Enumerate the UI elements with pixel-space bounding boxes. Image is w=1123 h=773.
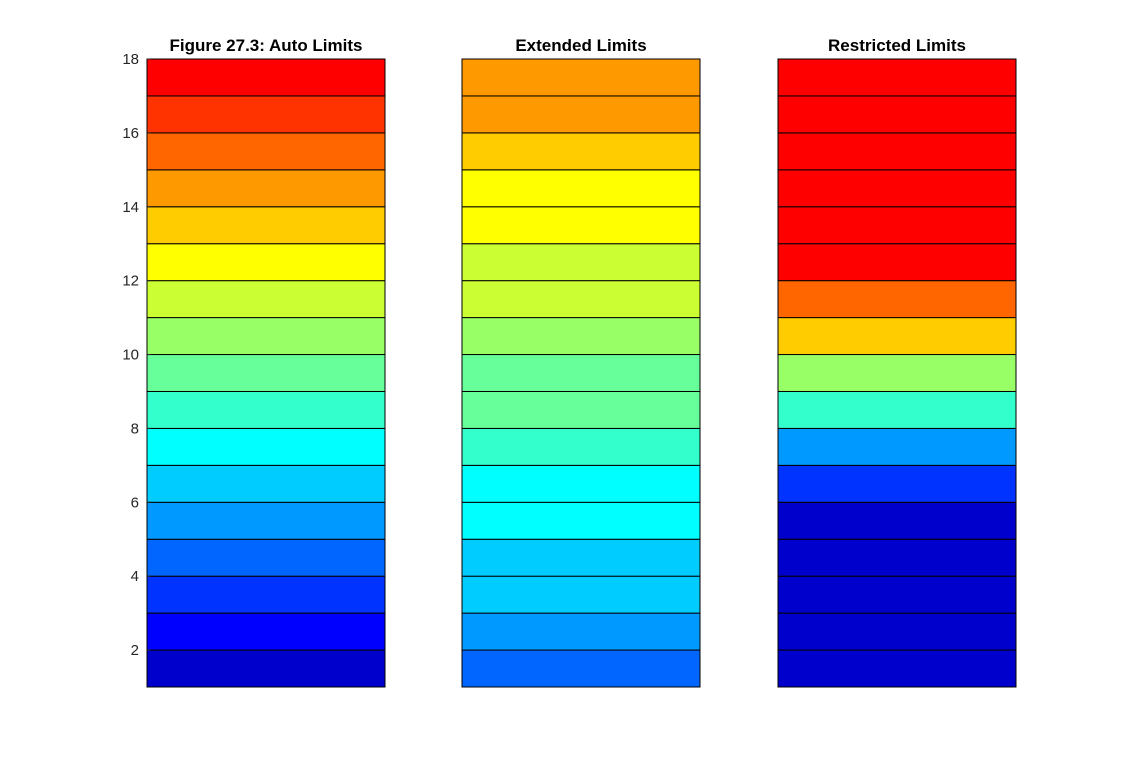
color-cell — [461, 280, 701, 319]
y-tick-label: 4 — [131, 568, 139, 585]
color-cell — [777, 390, 1017, 429]
color-cell — [461, 427, 701, 466]
color-cell — [461, 169, 701, 208]
y-tick-label: 18 — [122, 51, 139, 68]
color-cell — [146, 575, 386, 614]
color-cell — [461, 206, 701, 245]
color-cell — [777, 575, 1017, 614]
color-cell — [461, 390, 701, 429]
color-cell — [777, 280, 1017, 319]
color-cell — [461, 538, 701, 577]
color-cell — [146, 317, 386, 356]
color-cell — [146, 206, 386, 245]
color-cell — [461, 501, 701, 540]
color-cell — [146, 280, 386, 319]
panel-auto-limits: Figure 27.3: Auto Limits 2 4 6 8 10 12 14 16 18 — [122, 36, 386, 688]
color-cell — [461, 95, 701, 134]
panel-restricted-limits: Restricted Limits — [777, 36, 1017, 688]
color-cell — [461, 464, 701, 503]
color-cell — [461, 58, 701, 97]
color-cell — [777, 169, 1017, 208]
color-cell — [146, 354, 386, 392]
color-cell — [461, 649, 701, 688]
y-tick-label: 2 — [131, 642, 139, 659]
y-tick-label: 12 — [122, 273, 139, 290]
color-cell — [146, 169, 386, 208]
color-cell — [777, 95, 1017, 134]
color-cell — [461, 354, 701, 392]
color-cell — [777, 132, 1017, 171]
y-tick-label: 8 — [131, 420, 139, 437]
y-tick-label: 6 — [131, 494, 139, 511]
color-cell — [461, 317, 701, 356]
color-cell — [777, 206, 1017, 245]
y-tick-label: 14 — [122, 199, 139, 216]
color-cell — [146, 243, 386, 282]
color-cell — [777, 243, 1017, 282]
panel-title: Extended Limits — [515, 36, 646, 55]
color-cell — [461, 243, 701, 282]
color-cell — [777, 501, 1017, 540]
color-cell — [777, 538, 1017, 577]
color-cell — [146, 649, 386, 688]
panel-title: Figure 27.3: Auto Limits — [169, 36, 362, 55]
color-cell — [777, 58, 1017, 97]
color-cell — [146, 95, 386, 134]
color-cell — [146, 464, 386, 503]
color-cell — [777, 612, 1017, 651]
color-cell — [146, 538, 386, 577]
color-cell — [461, 132, 701, 171]
panel-title: Restricted Limits — [828, 36, 966, 55]
color-cell — [146, 132, 386, 171]
y-tick-label: 10 — [122, 347, 139, 364]
color-cell — [461, 575, 701, 614]
color-cell — [777, 649, 1017, 688]
color-cell — [146, 612, 386, 651]
color-cell — [777, 464, 1017, 503]
panel-extended-limits: Extended Limits — [461, 36, 701, 688]
color-cell — [146, 58, 386, 97]
color-cell — [146, 390, 386, 429]
color-cell — [777, 427, 1017, 466]
color-cell — [461, 612, 701, 651]
y-tick-label: 16 — [122, 125, 139, 142]
color-cell — [146, 427, 386, 466]
color-cell — [777, 317, 1017, 356]
color-cell — [146, 501, 386, 540]
color-cell — [777, 354, 1017, 392]
